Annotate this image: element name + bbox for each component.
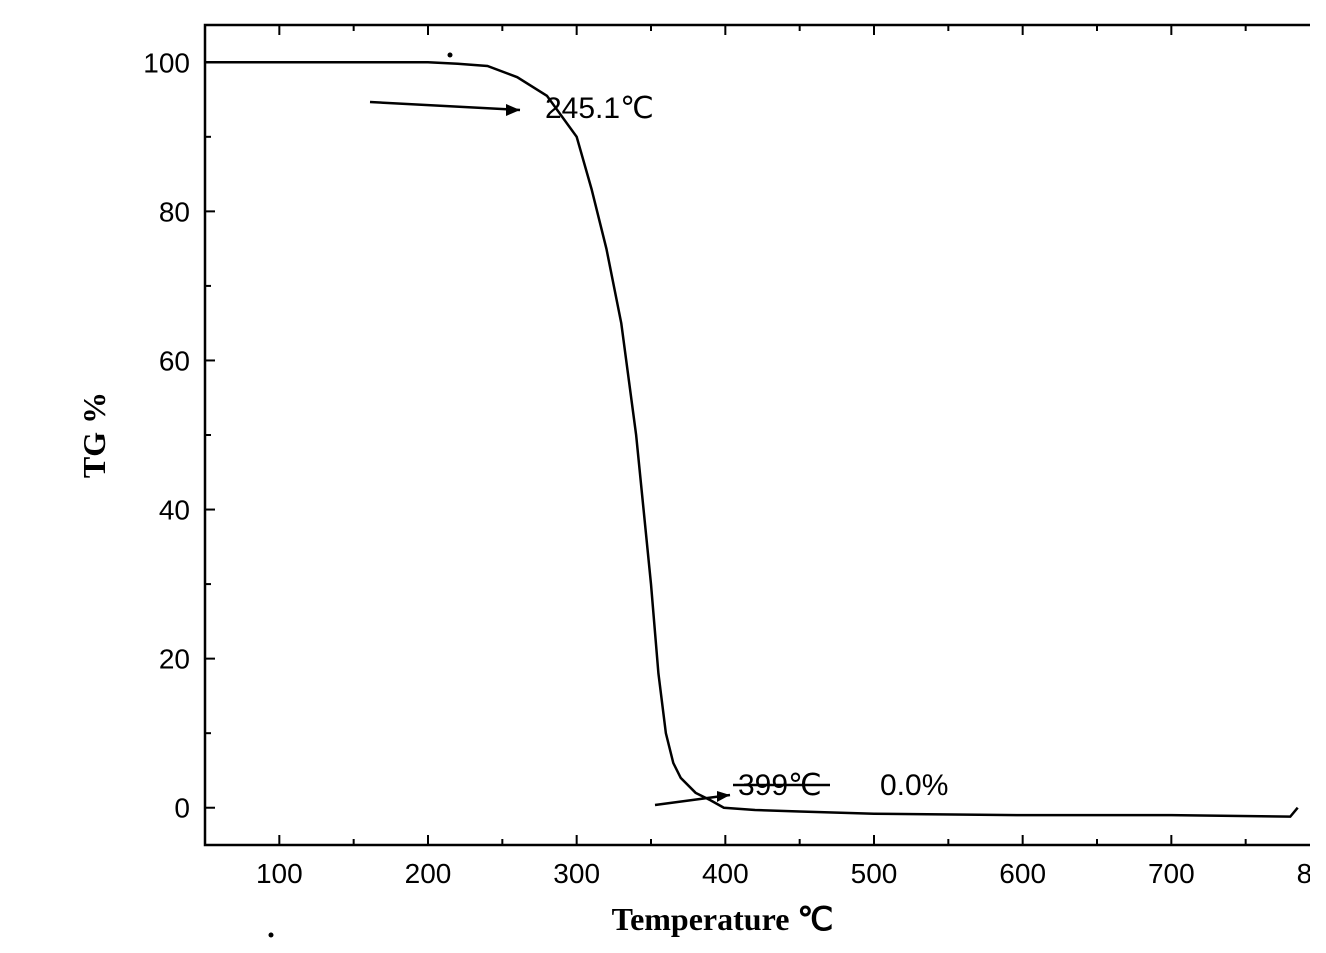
- svg-text:0: 0: [174, 793, 190, 824]
- x-ticks-minor: [354, 25, 1246, 845]
- annotation-arrow-1: [370, 102, 520, 116]
- plot-frame: [205, 25, 1310, 845]
- annotation-residue: 0.0%: [880, 769, 948, 802]
- tg-curve: [205, 62, 1298, 816]
- svg-text:800: 800: [1297, 858, 1310, 889]
- annotation-onset-temp: 245.1℃: [545, 92, 654, 125]
- x-tick-labels: 100 200 300 400 500 600 700 800: [256, 858, 1310, 889]
- stray-marks: [269, 53, 453, 938]
- svg-text:300: 300: [553, 858, 600, 889]
- svg-text:60: 60: [159, 345, 190, 376]
- y-axis-label: TG %: [76, 392, 112, 478]
- svg-text:200: 200: [405, 858, 452, 889]
- svg-text:700: 700: [1148, 858, 1195, 889]
- x-axis-label: Temperature ℃: [612, 901, 834, 937]
- y-ticks-major: [205, 62, 1310, 807]
- svg-text:40: 40: [159, 495, 190, 526]
- y-ticks-minor: [205, 137, 1310, 733]
- chart-svg: 100 200 300 400 500 600 700 800 0 20 40 60 80 100 24…: [50, 10, 1310, 940]
- svg-text:500: 500: [851, 858, 898, 889]
- tg-chart: 100 200 300 400 500 600 700 800 0 20 40 60 80 100 24…: [50, 10, 1310, 940]
- svg-text:400: 400: [702, 858, 749, 889]
- y-tick-labels: 0 20 40 60 80 100: [143, 47, 190, 823]
- svg-text:100: 100: [256, 858, 303, 889]
- svg-text:80: 80: [159, 196, 190, 227]
- svg-text:20: 20: [159, 644, 190, 675]
- x-ticks-major: [279, 25, 1310, 845]
- svg-text:600: 600: [999, 858, 1046, 889]
- annotation-arrow-2: [655, 791, 730, 805]
- svg-text:100: 100: [143, 47, 190, 78]
